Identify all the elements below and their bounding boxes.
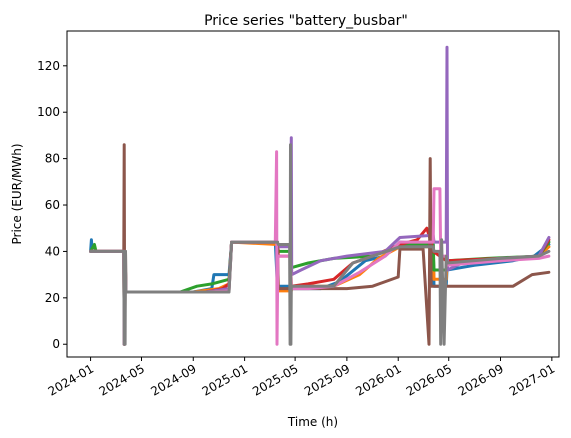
y-tick-label: 0 [52,337,60,351]
y-tick-label: 40 [45,244,60,258]
y-tick-label: 120 [37,59,60,73]
y-tick-label: 60 [45,198,60,212]
chart-title: Price series "battery_busbar" [204,13,408,29]
series-line-8 [89,143,551,346]
y-tick-label: 80 [45,152,60,166]
y-tick-label: 100 [37,105,60,119]
y-axis: 0 20 40 60 80 100 120 [37,59,67,351]
x-axis-label: Time (h) [287,415,338,429]
series-layer [89,45,551,346]
y-axis-label: Price (EUR/MWh) [10,143,24,244]
y-tick-label: 20 [45,291,60,305]
plot-area-frame [66,30,560,358]
